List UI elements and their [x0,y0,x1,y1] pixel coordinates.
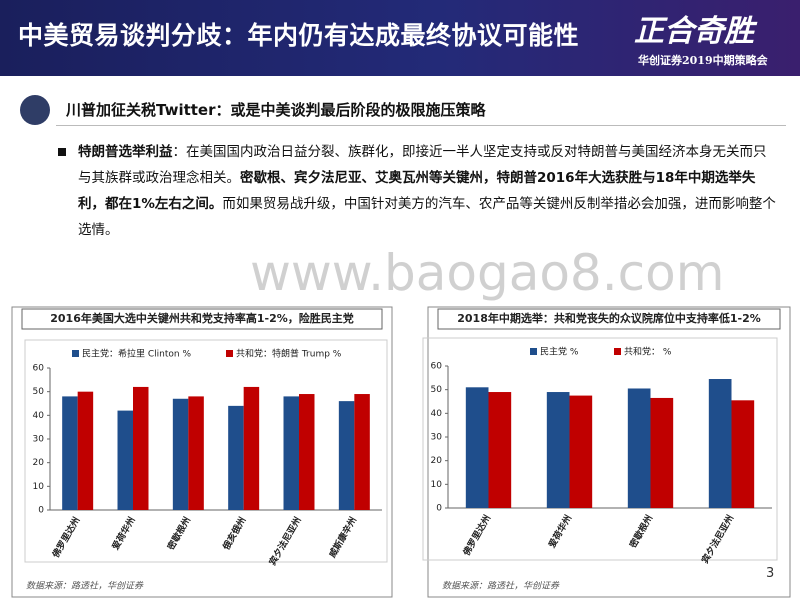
y-tick-label: 60 [33,364,45,374]
x-tick-label: 佛罗里达州 [460,513,493,559]
x-tick-label: 爱荷华州 [546,513,574,550]
y-tick-label: 40 [431,409,443,419]
bar [228,405,244,510]
bar [338,401,355,510]
x-tick-label: 宾夕法尼亚州 [699,513,736,566]
legend-label: 共和党：特朗普 Trump % [236,348,342,360]
x-tick-label: 爱荷华州 [109,515,137,552]
y-tick-label: 0 [38,506,44,516]
x-tick-label: 密歇根州 [626,513,655,551]
bar [731,400,755,508]
text-segment: ：在美国国内政治日益分裂、族群化，即接近一半人坚定支持或反对特朗普与美国经济本身… [78,144,767,186]
section-heading: 川普加征关税Twitter：或是中美谈判最后阶段的极限施压策略 [66,101,486,119]
y-tick-label: 30 [33,435,45,445]
bar [465,387,489,508]
bullet-marker [58,148,66,156]
chart-frame [11,306,393,598]
watermark: www.baogao8.com [250,244,725,302]
bar [546,392,570,508]
bar [299,394,315,510]
bar [77,391,94,510]
chart-title-box [437,308,781,330]
bar [627,388,651,508]
section-icon [20,95,50,125]
text-segment: 而如果贸易战升级，中国针对美方的汽车、农产品等关键州反制举措必会加强，进而影响整… [78,196,776,238]
x-tick-label: 佛罗里达州 [49,515,82,561]
plot-frame [24,339,388,563]
header-band: 中美贸易谈判分歧：年内仍有达成最终协议可能性 正合奇胜 华创证券2019中期策略… [0,0,800,76]
text-segment: 特朗普选举利益 [78,144,173,160]
source-note: 数据来源：路透社，华创证券 [442,581,560,592]
bar [650,397,674,508]
bar [172,398,189,510]
bar [243,386,260,510]
chart-title: 2018年中期选举：共和党丧失的众议院席位中支持率低1-2% [457,311,761,325]
bar [708,379,732,508]
page-number: 3 [766,566,775,581]
bar [488,392,512,508]
paragraph: 特朗普选举利益：在美国国内政治日益分裂、族群化，即接近一半人坚定支持或反对特朗普… [78,139,778,243]
legend-swatch [226,350,233,357]
bar [62,396,78,510]
y-tick-label: 10 [33,482,45,492]
chart-title: 2016年美国大选中关键州共和党支持率高1-2%，险胜民主党 [50,311,354,325]
y-tick-label: 20 [431,456,443,466]
bar [117,410,133,510]
y-tick-label: 60 [431,362,443,372]
x-tick-label: 密歇根州 [164,515,193,553]
bar [569,395,593,508]
source-note: 数据来源：路透社，华创证券 [26,581,144,592]
y-tick-label: 20 [33,458,45,468]
x-tick-label: 俄亥俄州 [220,515,249,553]
legend-label: 民主党：希拉里 Clinton % [82,348,191,360]
legend-label: 共和党： % [624,346,672,358]
subtitle: 华创证券2019中期策略会 [638,54,768,67]
y-tick-label: 50 [431,385,443,395]
legend-label: 民主党 % [540,346,579,358]
plot-frame [422,337,778,561]
bar [188,396,204,510]
bar [354,394,370,510]
legend-swatch [614,348,621,355]
slide-title: 中美贸易谈判分歧：年内仍有达成最终协议可能性 [18,21,580,50]
bar [133,386,149,510]
y-tick-label: 30 [431,433,443,443]
chart-frame [427,306,791,598]
bar [283,396,299,510]
y-tick-label: 10 [431,480,443,490]
y-tick-label: 0 [436,504,442,514]
divider [56,125,786,126]
logo: 正合奇胜 [634,14,754,49]
x-tick-label: 威斯康辛州 [326,515,359,560]
legend-swatch [530,348,537,355]
x-tick-label: 宾夕法尼亚州 [266,515,303,568]
y-tick-label: 50 [33,387,45,397]
legend-swatch [72,350,79,357]
y-tick-label: 40 [33,411,45,421]
text-segment: 密歇根、宾夕法尼亚、艾奥瓦州等关键州，特朗普2016年大选获胜与18年中期选举失… [78,170,756,212]
chart-title-box [21,308,383,330]
